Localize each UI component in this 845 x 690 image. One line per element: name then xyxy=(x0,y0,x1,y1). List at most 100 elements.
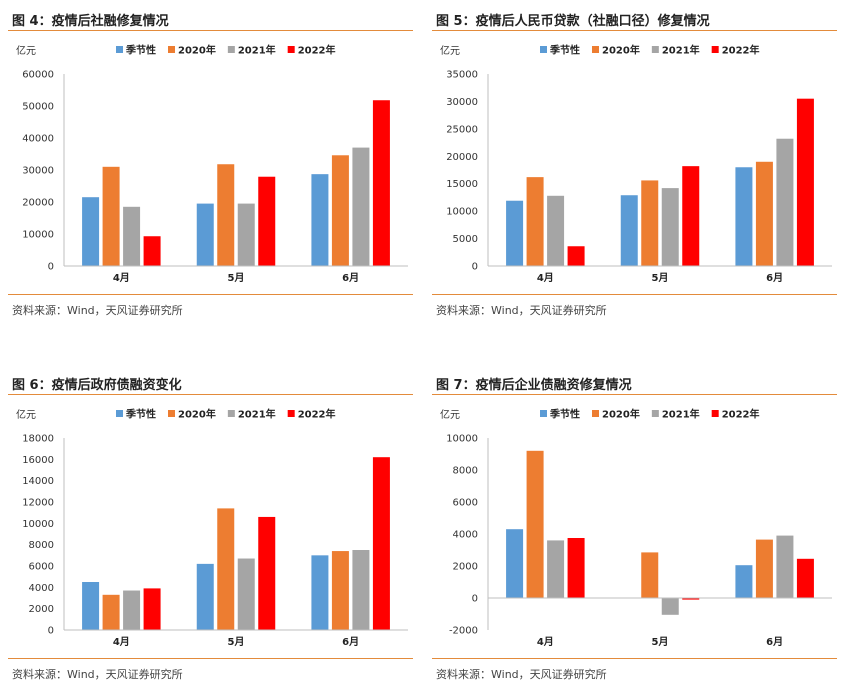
bar xyxy=(372,100,390,267)
bar xyxy=(196,563,214,630)
y-tick-label: 8000 xyxy=(29,540,54,551)
y-tick-label: 2000 xyxy=(453,562,478,573)
legend-swatch xyxy=(592,410,599,417)
legend-label: 2021年 xyxy=(238,44,276,57)
legend-label: 2021年 xyxy=(662,44,700,57)
legend-label: 季节性 xyxy=(125,44,156,57)
chart-svg: 亿元 季节性 2020年 2021年 2022年 -2000 0 2000 4000 6000 80… xyxy=(440,408,832,648)
chart-title: 图 5：疫情后人民币贷款（社融口径）修复情况 xyxy=(436,14,710,29)
bar xyxy=(735,167,753,266)
source-rule xyxy=(8,658,413,659)
y-tick-label: 40000 xyxy=(22,134,54,145)
legend-swatch xyxy=(287,410,295,417)
y-tick-label: 14000 xyxy=(22,476,54,487)
bar xyxy=(123,206,141,266)
source-rule xyxy=(8,294,413,295)
legend-swatch xyxy=(287,46,295,53)
x-tick-label: 4月 xyxy=(113,272,130,284)
legend-label: 季节性 xyxy=(549,408,580,421)
chart-svg: 亿元 季节性 2020年 2021年 2022年 0 5000 10000 15000 20000… xyxy=(440,44,832,284)
bar xyxy=(217,164,235,266)
x-tick-label: 5月 xyxy=(652,272,669,284)
y-tick-label: 25000 xyxy=(446,124,478,135)
y-tick-label: -2000 xyxy=(449,626,478,637)
legend-swatch xyxy=(168,410,175,417)
x-tick-label: 6月 xyxy=(766,272,783,284)
y-tick-label: 6000 xyxy=(453,498,478,509)
legend-swatch xyxy=(651,46,659,53)
title-rule xyxy=(432,394,837,395)
x-tick-label: 5月 xyxy=(228,636,245,648)
bar xyxy=(352,550,370,630)
bar xyxy=(102,166,120,266)
legend-label: 2020年 xyxy=(178,408,216,421)
y-tick-label: 30000 xyxy=(446,97,478,108)
bar xyxy=(755,539,773,598)
legend-swatch xyxy=(711,46,719,53)
y-tick-label: 16000 xyxy=(22,455,54,466)
legend-swatch xyxy=(168,46,175,53)
bar xyxy=(102,594,120,630)
bar xyxy=(331,155,349,266)
y-tick-label: 30000 xyxy=(22,166,54,177)
bar xyxy=(547,195,565,266)
x-tick-label: 5月 xyxy=(652,636,669,648)
bar xyxy=(755,161,773,266)
bar xyxy=(143,236,161,266)
legend-swatch xyxy=(540,410,547,417)
legend-swatch xyxy=(116,410,123,417)
y-tick-label: 18000 xyxy=(22,434,54,445)
source-note: 资料来源：Wind，天风证券研究所 xyxy=(12,668,183,681)
y-tick-label: 20000 xyxy=(446,152,478,163)
bar xyxy=(331,551,349,630)
y-tick-label: 10000 xyxy=(22,230,54,241)
bar xyxy=(82,197,100,266)
unit-label: 亿元 xyxy=(16,408,36,421)
legend-label: 2021年 xyxy=(662,408,700,421)
bar xyxy=(258,516,276,630)
legend-swatch xyxy=(651,410,659,417)
y-tick-label: 0 xyxy=(472,262,478,273)
bar xyxy=(526,177,544,266)
bar xyxy=(735,565,753,598)
bar xyxy=(372,457,390,630)
source-note: 资料来源：Wind，天风证券研究所 xyxy=(436,304,607,317)
bar xyxy=(143,588,161,630)
bar xyxy=(641,180,659,266)
x-tick-label: 4月 xyxy=(537,272,554,284)
bar xyxy=(217,508,235,630)
bar xyxy=(682,598,700,600)
y-tick-label: 60000 xyxy=(22,70,54,81)
chart-panel-7: 图 7：疫情后企业债融资修复情况 亿元 季节性 2020年 2021年 2022年 -20… xyxy=(432,370,837,688)
y-tick-label: 4000 xyxy=(453,530,478,541)
bar xyxy=(776,138,794,266)
y-tick-label: 8000 xyxy=(453,466,478,477)
title-rule xyxy=(432,30,837,31)
source-note: 资料来源：Wind，天风证券研究所 xyxy=(436,668,607,681)
x-tick-label: 6月 xyxy=(342,272,359,284)
bar xyxy=(682,166,700,266)
legend-label: 季节性 xyxy=(549,44,580,57)
chart-panel-6: 图 6：疫情后政府债融资变化 亿元 季节性 2020年 2021年 2022年 0 2000… xyxy=(8,370,413,688)
y-tick-label: 5000 xyxy=(453,234,478,245)
bar xyxy=(506,529,524,598)
y-tick-label: 12000 xyxy=(22,498,54,509)
chart-panel-4: 图 4：疫情后社融修复情况 亿元 季节性 2020年 2021年 2022年 0 10000… xyxy=(8,6,413,324)
chart-title: 图 6：疫情后政府债融资变化 xyxy=(12,378,182,393)
chart-svg: 亿元 季节性 2020年 2021年 2022年 0 2000 4000 6000 8000 100… xyxy=(16,408,408,648)
legend-label: 2020年 xyxy=(178,44,216,57)
x-tick-label: 6月 xyxy=(342,636,359,648)
legend-swatch xyxy=(227,410,235,417)
source-rule xyxy=(432,658,837,659)
legend-swatch xyxy=(116,46,123,53)
legend-label: 2022年 xyxy=(722,408,760,421)
unit-label: 亿元 xyxy=(440,408,460,421)
bar xyxy=(547,540,565,598)
bar xyxy=(196,203,214,266)
bar xyxy=(237,558,255,630)
y-tick-label: 4000 xyxy=(29,583,54,594)
legend-label: 2020年 xyxy=(602,408,640,421)
y-tick-label: 35000 xyxy=(446,70,478,81)
bar xyxy=(661,598,679,615)
y-tick-label: 50000 xyxy=(22,102,54,113)
